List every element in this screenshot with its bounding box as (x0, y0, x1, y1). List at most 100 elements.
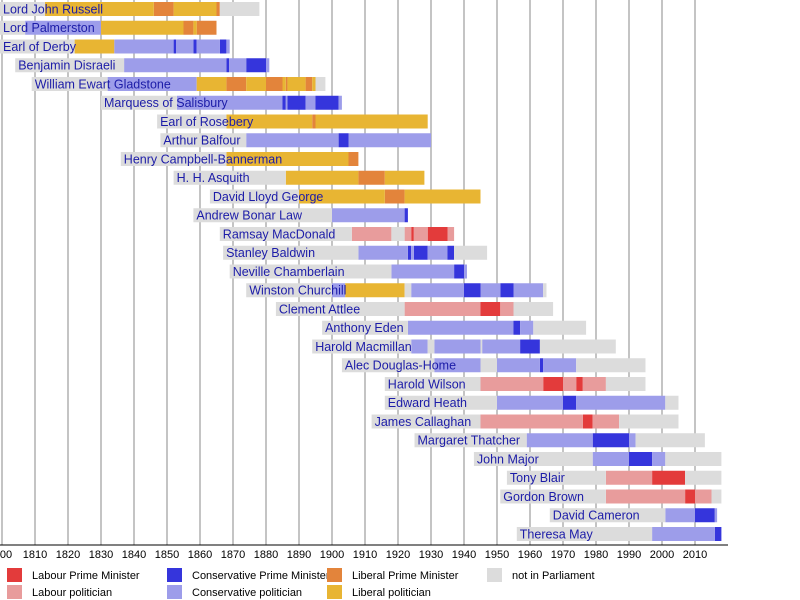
prime-minister-name: Earl of Derby (3, 40, 77, 54)
career-segment (543, 358, 577, 373)
prime-minister-name: Harold Wilson (388, 377, 466, 391)
career-segment (500, 302, 514, 316)
career-segment (404, 302, 481, 316)
x-tick-label: 1850 (155, 549, 179, 561)
x-tick-label: 1990 (617, 549, 641, 561)
prime-minister-name: H. H. Asquith (177, 171, 250, 185)
career-segment (287, 95, 306, 110)
career-segment (513, 283, 544, 298)
career-segment (226, 152, 349, 166)
x-tick-label: 1980 (584, 549, 608, 561)
career-segment (427, 245, 448, 260)
career-segment (315, 95, 339, 110)
career-segment (714, 508, 718, 523)
x-tick-label: 1910 (353, 549, 377, 561)
career-segment (226, 77, 247, 91)
career-segment (629, 452, 653, 466)
career-segment (407, 245, 412, 260)
career-segment (246, 283, 332, 298)
career-segment (513, 320, 521, 335)
career-segment (196, 20, 217, 35)
career-segment (246, 58, 266, 73)
career-segment (413, 227, 428, 241)
career-segment (332, 283, 346, 298)
career-segment (652, 527, 715, 541)
legend-label: Conservative politician (192, 587, 302, 599)
prime-minister-name: Henry Campbell-Bannerman (124, 152, 282, 166)
career-segment (447, 227, 455, 241)
career-segment (351, 227, 392, 241)
prime-minister-name: Benjamin Disraeli (18, 59, 115, 73)
career-segment (582, 414, 593, 429)
career-segment (246, 77, 266, 91)
prime-minister-name: Ramsay MacDonald (223, 227, 336, 241)
career-segment (229, 58, 247, 73)
legend-swatch (327, 585, 342, 599)
career-segment (114, 39, 174, 54)
x-tick-label: 1920 (386, 549, 410, 561)
x-tick-label: 1970 (551, 549, 575, 561)
career-segment (665, 508, 695, 523)
legend-label: Labour politician (32, 587, 112, 599)
career-segment (219, 39, 227, 54)
career-segment (160, 133, 247, 148)
prime-minister-name: Neville Chamberlain (233, 265, 345, 279)
career-segment (685, 470, 722, 485)
career-segment (345, 283, 405, 298)
career-segment (101, 95, 177, 110)
career-segment (266, 77, 283, 91)
career-segment (193, 39, 197, 54)
career-segment (404, 208, 408, 223)
career-segment (576, 358, 646, 373)
career-segment (176, 95, 283, 110)
career-segment (543, 283, 547, 298)
career-segment (384, 170, 425, 185)
legend-swatch (7, 568, 22, 582)
career-segment (576, 395, 666, 410)
prime-minister-name: David Cameron (553, 509, 640, 523)
career-segment (124, 58, 227, 73)
x-tick-label: 1940 (452, 549, 476, 561)
career-segment (384, 189, 405, 204)
career-segment (454, 264, 464, 279)
career-segment (312, 339, 412, 354)
career-segment (563, 395, 577, 410)
career-segment (183, 20, 194, 35)
career-segment (497, 395, 563, 410)
career-segment (193, 208, 332, 223)
legend-label: Conservative Prime Minister (192, 570, 330, 582)
career-segment (464, 283, 481, 298)
career-segment (173, 2, 217, 16)
career-segment (285, 77, 288, 91)
prime-minister-name: Arthur Balfour (163, 134, 240, 148)
career-segment (275, 302, 405, 316)
career-segment (695, 489, 712, 504)
career-segment (312, 77, 316, 91)
career-segment (533, 320, 587, 335)
prime-minister-name: Gordon Brown (503, 490, 584, 504)
career-segment (226, 58, 230, 73)
career-segment (563, 377, 577, 391)
prime-minister-name: Margaret Thatcher (418, 434, 521, 448)
prime-minister-name: Lord John Russell (3, 2, 103, 16)
career-segment (480, 377, 544, 391)
career-segment (480, 358, 497, 373)
career-segment (305, 95, 316, 110)
career-segment (605, 377, 646, 391)
career-segment (338, 95, 342, 110)
x-tick-label: 1880 (254, 549, 278, 561)
career-segment (427, 339, 435, 354)
prime-minister-name: William Ewart Gladstone (35, 77, 171, 91)
prime-minister-name: Harold Macmillan (315, 340, 412, 354)
career-segment (157, 114, 227, 129)
career-segment (464, 264, 467, 279)
career-segment (454, 245, 488, 260)
career-segment (384, 395, 497, 410)
career-segment (665, 452, 722, 466)
career-segment (411, 283, 464, 298)
career-segment (285, 95, 288, 110)
career-segment (31, 77, 108, 91)
career-segment (315, 114, 428, 129)
career-segment (520, 339, 540, 354)
